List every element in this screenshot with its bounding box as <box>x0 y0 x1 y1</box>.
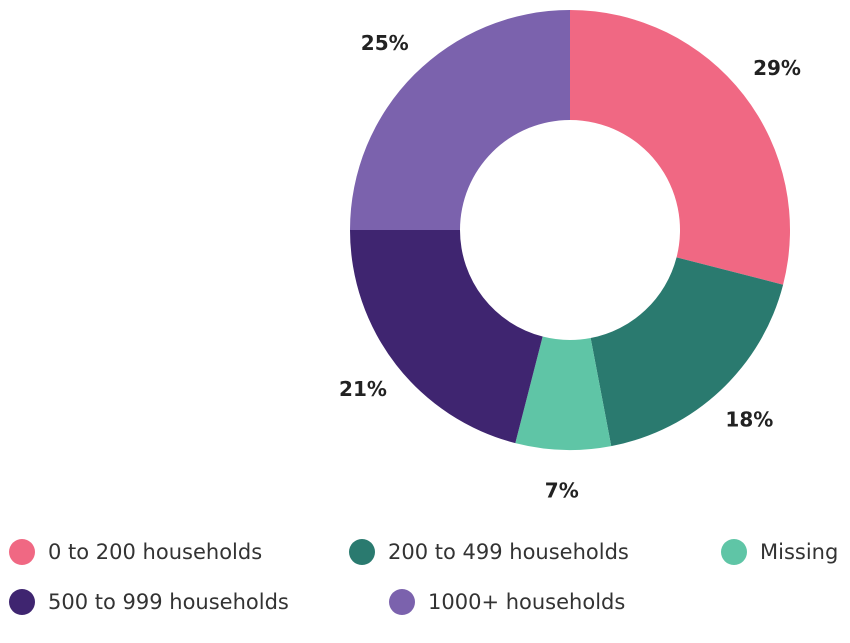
value-label: 29% <box>753 56 801 80</box>
legend-swatch <box>389 589 415 615</box>
legend-swatch <box>9 539 35 565</box>
legend-label: Missing <box>760 540 838 564</box>
donut-slice <box>350 230 543 444</box>
legend-swatch <box>349 539 375 565</box>
value-label: 21% <box>339 377 387 401</box>
value-label: 7% <box>545 478 579 502</box>
legend-label: 200 to 499 households <box>388 540 629 564</box>
legend-label: 500 to 999 households <box>48 590 289 614</box>
donut-slice <box>590 257 784 447</box>
legend-swatch <box>721 539 747 565</box>
donut-slice <box>350 10 570 230</box>
donut-slice <box>515 336 612 450</box>
value-label: 25% <box>361 31 409 55</box>
legend-label: 1000+ households <box>428 590 625 614</box>
legend-label: 0 to 200 households <box>48 540 262 564</box>
donut-slice <box>570 10 790 285</box>
legend-swatch <box>9 589 35 615</box>
value-label: 18% <box>725 407 773 431</box>
